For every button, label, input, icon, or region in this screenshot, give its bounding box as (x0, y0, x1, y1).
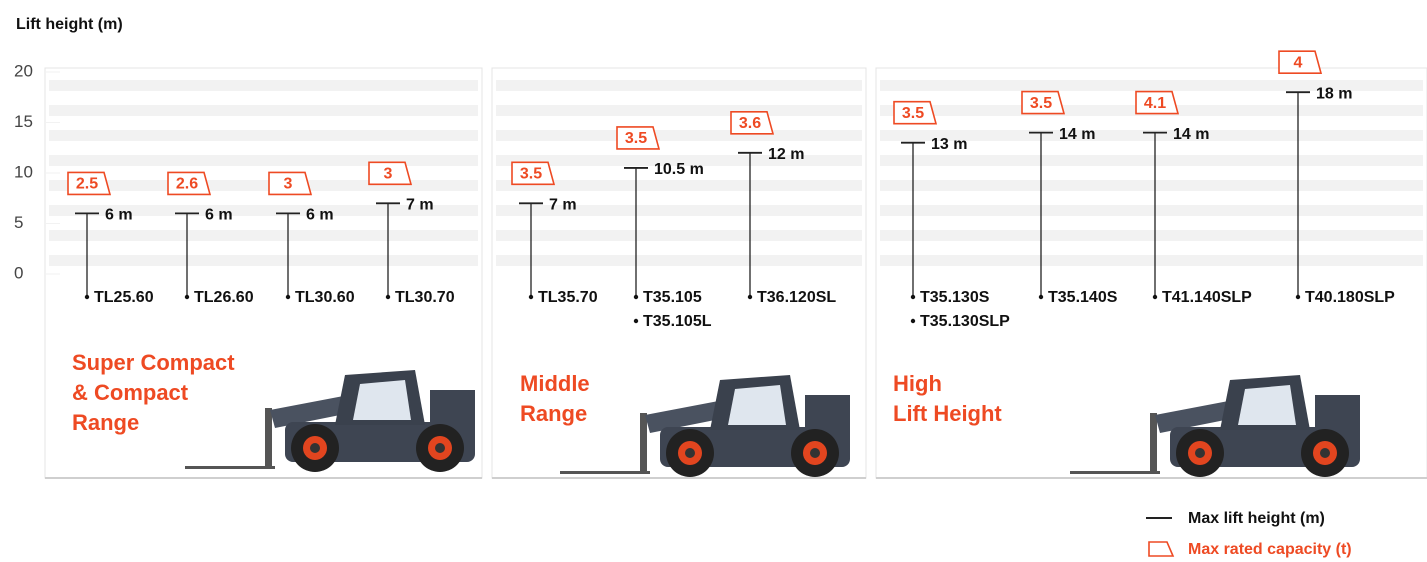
height-label: 14 m (1059, 126, 1095, 143)
range-title: Range (520, 401, 587, 426)
model-label: TL26.60 (194, 289, 254, 306)
model-label: T35.105L (643, 313, 712, 330)
stripe (880, 230, 1423, 241)
stripe (49, 155, 478, 166)
model-dot (1153, 295, 1157, 299)
capacity-label: 3 (284, 176, 293, 193)
y-tick-label: 5 (14, 213, 23, 232)
model-dot (634, 295, 638, 299)
range-title: Middle (520, 371, 590, 396)
height-label: 7 m (549, 197, 577, 214)
model-dot (529, 295, 533, 299)
cab-glass (1238, 385, 1296, 425)
fork (560, 471, 650, 474)
stripe (496, 130, 862, 141)
y-tick-label: 15 (14, 112, 33, 131)
height-label: 18 m (1316, 85, 1352, 102)
stripe (49, 180, 478, 191)
model-label: T41.140SLP (1162, 289, 1252, 306)
model-label: T35.130SLP (920, 313, 1010, 330)
capacity-label: 3.5 (902, 105, 924, 122)
legend-capacity: Max rated capacity (t) (1188, 541, 1352, 558)
y-tick-label: 10 (14, 162, 33, 181)
capacity-label: 3.5 (625, 130, 647, 147)
model-label: TL25.60 (94, 289, 154, 306)
fork (1070, 471, 1160, 474)
stripe (880, 205, 1423, 216)
height-label: 13 m (931, 136, 967, 153)
hub (1195, 448, 1205, 458)
model-dot (286, 295, 290, 299)
height-label: 6 m (105, 207, 133, 224)
hub (435, 443, 445, 453)
capacity-box (1149, 542, 1173, 556)
stripe (496, 255, 862, 266)
model-dot (1296, 295, 1300, 299)
height-label: 6 m (306, 207, 334, 224)
page: {"chart_data": { "type": "lift", "y_labe… (0, 0, 1427, 562)
stripe (496, 80, 862, 91)
fork-frame (265, 408, 272, 468)
range-title: Super Compact (72, 350, 235, 375)
hub (310, 443, 320, 453)
model-dot (911, 295, 915, 299)
stripe (880, 180, 1423, 191)
hub (685, 448, 695, 458)
model-dot (634, 319, 638, 323)
hub (1320, 448, 1330, 458)
model-label: TL30.60 (295, 289, 355, 306)
model-label: TL35.70 (538, 289, 598, 306)
stripe (880, 155, 1423, 166)
model-dot (85, 295, 89, 299)
model-dot (911, 319, 915, 323)
capacity-label: 3.6 (739, 115, 761, 132)
capacity-label: 2.6 (176, 176, 198, 193)
model-label: T35.140S (1048, 289, 1118, 306)
legend-height: Max lift height (m) (1188, 510, 1325, 527)
model-dot (386, 295, 390, 299)
stripe (49, 105, 478, 116)
range-title: High (893, 371, 942, 396)
cab-glass (728, 385, 786, 425)
stripe (496, 105, 862, 116)
range-title: Lift Height (893, 401, 1002, 426)
y-tick-label: 20 (14, 61, 33, 80)
capacity-label: 4.1 (1144, 95, 1166, 112)
y-tick-label: 0 (14, 263, 23, 282)
capacity-label: 3 (384, 166, 393, 183)
range-title: & Compact (72, 380, 189, 405)
range-title: Range (72, 410, 139, 435)
model-dot (748, 295, 752, 299)
fork-frame (640, 413, 647, 473)
height-label: 7 m (406, 197, 434, 214)
height-label: 6 m (205, 207, 233, 224)
y-axis-label: Lift height (m) (16, 16, 123, 33)
chart: Lift height (m) 0 5 10 15 20 Super Compact & C… (0, 0, 1427, 562)
cab-glass (353, 380, 411, 420)
capacity-label: 3.5 (1030, 95, 1052, 112)
model-label: T36.120SL (757, 289, 836, 306)
model-label: T35.105 (643, 289, 702, 306)
hub (810, 448, 820, 458)
fork-frame (1150, 413, 1157, 473)
model-label: T35.130S (920, 289, 990, 306)
stripe (880, 255, 1423, 266)
capacity-label: 3.5 (520, 166, 542, 183)
height-label: 12 m (768, 146, 804, 163)
capacity-label: 4 (1294, 54, 1303, 71)
stripe (49, 130, 478, 141)
stripe (49, 230, 478, 241)
model-dot (1039, 295, 1043, 299)
stripe (496, 230, 862, 241)
stripe (49, 255, 478, 266)
fork (185, 466, 275, 469)
model-label: TL30.70 (395, 289, 455, 306)
height-label: 14 m (1173, 126, 1209, 143)
model-dot (185, 295, 189, 299)
stripe (49, 80, 478, 91)
model-label: T40.180SLP (1305, 289, 1395, 306)
capacity-label: 2.5 (76, 176, 98, 193)
height-label: 10.5 m (654, 161, 704, 178)
